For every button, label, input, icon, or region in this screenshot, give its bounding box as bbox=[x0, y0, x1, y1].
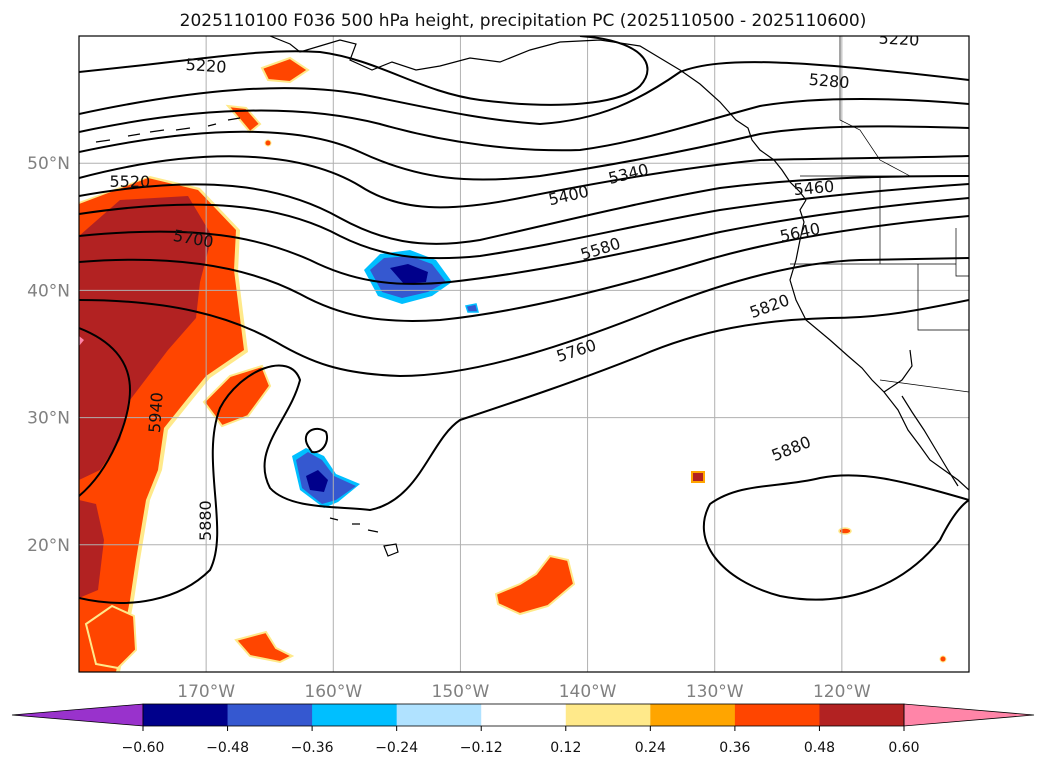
longitude-axis: 170°W 160°W 150°W 140°W 130°W 120°W bbox=[177, 682, 871, 702]
colorbar-tick-label: −0.48 bbox=[206, 740, 249, 756]
precipitation-shading bbox=[79, 56, 947, 672]
colorbar-tick-label: 0.60 bbox=[888, 740, 919, 756]
contour-label-text: 5280 bbox=[808, 70, 850, 92]
colorbar-tick-label: −0.24 bbox=[375, 740, 418, 756]
lon-tick-label: 150°W bbox=[432, 682, 490, 702]
precip-positive-region bbox=[691, 471, 705, 483]
contour-label: 5280 bbox=[808, 70, 850, 92]
lat-tick-label: 30°N bbox=[27, 409, 70, 429]
lat-tick-label: 40°N bbox=[27, 281, 70, 301]
lon-tick-label: 170°W bbox=[177, 682, 235, 702]
colorbar-segment bbox=[312, 704, 398, 726]
colorbar-segment bbox=[734, 704, 820, 726]
coastline-north-america bbox=[789, 199, 969, 491]
precip-positive-region bbox=[84, 604, 138, 670]
colorbar-tick-label: −0.36 bbox=[291, 740, 334, 756]
contour-label: 5220 bbox=[185, 55, 227, 77]
colorbar-segment bbox=[143, 704, 229, 726]
colorbar-frame bbox=[142, 703, 905, 727]
coastline-baja-california bbox=[883, 349, 959, 487]
contour-label-text: 5460 bbox=[793, 177, 835, 199]
precip-positive-region bbox=[202, 364, 272, 428]
precip-positive-region bbox=[264, 139, 272, 147]
precip-extreme-spot bbox=[79, 336, 84, 346]
height-contour bbox=[79, 36, 649, 106]
height-contour bbox=[79, 299, 969, 604]
contour-label-text: 5940 bbox=[145, 392, 167, 434]
lon-tick-label: 130°W bbox=[686, 682, 744, 702]
height-contour bbox=[79, 257, 969, 378]
height-contour bbox=[79, 183, 969, 260]
colorbar-segment bbox=[396, 704, 482, 726]
colorbar-tick-label: 0.12 bbox=[550, 740, 581, 756]
colorbar-extend-high bbox=[903, 703, 1035, 727]
precip-strong-negative-region bbox=[306, 470, 328, 492]
precip-positive-region bbox=[225, 104, 262, 134]
height-contour bbox=[702, 474, 969, 601]
colorbar-segment bbox=[227, 704, 313, 726]
height-contour bbox=[79, 197, 969, 285]
lon-tick-label: 160°W bbox=[304, 682, 362, 702]
lat-tick-label: 20°N bbox=[27, 536, 70, 556]
coastline-alaska bbox=[269, 36, 807, 201]
contour-label-text: 5520 bbox=[109, 172, 150, 191]
colorbar-tick-label: −0.12 bbox=[460, 740, 503, 756]
height-contour bbox=[79, 327, 132, 497]
gridlines bbox=[79, 36, 969, 672]
colorbar-tick-label: 0.24 bbox=[635, 740, 666, 756]
precip-positive-region bbox=[260, 56, 310, 84]
colorbar-segment bbox=[481, 704, 567, 726]
coastline-hawaii bbox=[329, 517, 399, 557]
border-us-states bbox=[790, 176, 969, 393]
contour-label: 5940 bbox=[145, 392, 167, 434]
height-contour bbox=[79, 155, 969, 209]
precip-positive-region bbox=[234, 630, 295, 664]
height-contours bbox=[79, 36, 969, 604]
contour-label-text: 5880 bbox=[196, 500, 215, 541]
colorbar-tick-label: 0.48 bbox=[804, 740, 835, 756]
lon-tick-label: 120°W bbox=[813, 682, 871, 702]
precip-positive-region bbox=[939, 655, 947, 663]
colorbar: −0.60 −0.48 −0.36 −0.24 −0.12 0.12 0.24 0.36 0.4… bbox=[11, 703, 1035, 756]
lat-tick-label: 50°N bbox=[27, 154, 70, 174]
border-alaska-canada bbox=[839, 36, 911, 177]
precip-negative-region bbox=[465, 303, 479, 313]
precip-positive-region bbox=[494, 554, 576, 616]
contour-label: 5880 bbox=[196, 500, 215, 541]
precip-strong-region bbox=[79, 196, 212, 480]
coastline-aleutians bbox=[95, 117, 241, 143]
colorbar-segment bbox=[650, 704, 736, 726]
contour-label: 5460 bbox=[793, 177, 835, 199]
map-frame bbox=[78, 35, 970, 673]
colorbar-tick-label: −0.60 bbox=[122, 740, 165, 756]
colorbar-extend-low bbox=[11, 703, 144, 727]
colorbar-segment bbox=[565, 704, 651, 726]
precip-strong-negative-region bbox=[390, 264, 428, 284]
precip-positive-region bbox=[838, 527, 852, 535]
height-contour bbox=[79, 215, 969, 322]
contour-label-text: 5220 bbox=[878, 28, 920, 49]
height-contour bbox=[305, 427, 328, 454]
contour-label: 5520 bbox=[109, 172, 150, 191]
colorbar-segment bbox=[819, 704, 905, 726]
chart-title: 2025110100 F036 500 hPa height, precipit… bbox=[180, 11, 867, 31]
coastlines bbox=[95, 36, 969, 557]
contour-label-text: 5220 bbox=[185, 55, 227, 77]
height-contour bbox=[79, 61, 969, 126]
lon-tick-label: 140°W bbox=[559, 682, 617, 702]
height-contour bbox=[79, 175, 969, 245]
contour-label: 5220 bbox=[878, 28, 920, 50]
colorbar-tick-label: 0.36 bbox=[719, 740, 750, 756]
latitude-axis: 20°N 30°N 40°N 50°N bbox=[27, 154, 70, 556]
height-contour bbox=[79, 125, 969, 181]
height-contour bbox=[79, 98, 969, 152]
precip-strong-region bbox=[79, 500, 104, 598]
